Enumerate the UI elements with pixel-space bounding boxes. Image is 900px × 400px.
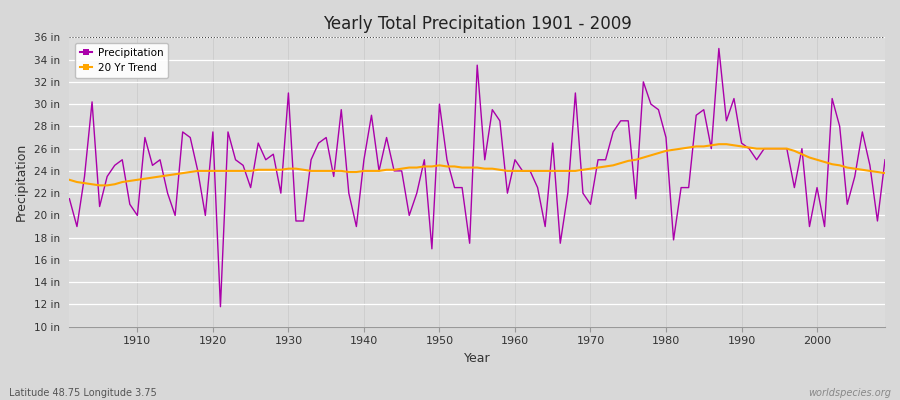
Legend: Precipitation, 20 Yr Trend: Precipitation, 20 Yr Trend	[75, 42, 168, 78]
X-axis label: Year: Year	[464, 352, 490, 365]
Title: Yearly Total Precipitation 1901 - 2009: Yearly Total Precipitation 1901 - 2009	[323, 15, 632, 33]
Y-axis label: Precipitation: Precipitation	[15, 143, 28, 221]
Text: Latitude 48.75 Longitude 3.75: Latitude 48.75 Longitude 3.75	[9, 388, 157, 398]
Text: worldspecies.org: worldspecies.org	[808, 388, 891, 398]
